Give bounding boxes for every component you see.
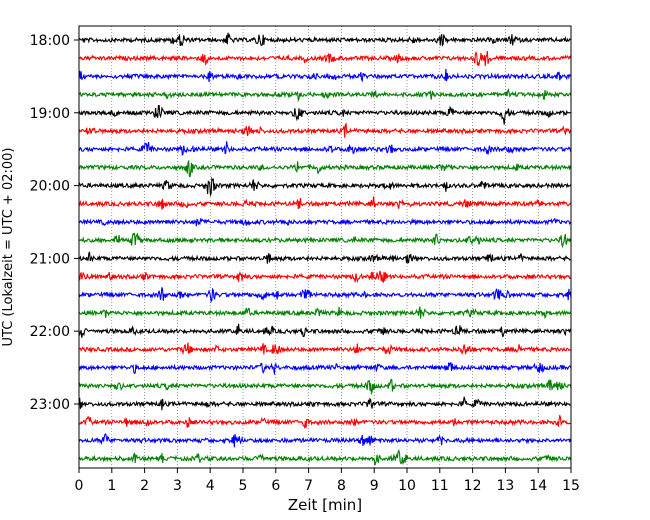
seismic-trace xyxy=(78,32,572,47)
x-tick-label: 10 xyxy=(398,478,416,494)
y-tick-label: 21:00 xyxy=(30,251,70,267)
x-tick-label: 13 xyxy=(496,478,514,494)
y-tick-label: 19:00 xyxy=(30,106,70,122)
seismic-trace xyxy=(78,217,572,227)
x-axis-ticks: 0 1 2 3 4 5 6 7 8 9 10 11 12 13 14 15 xyxy=(75,468,580,494)
seismic-trace xyxy=(78,105,572,125)
y-axis-ticks: 18:00 19:00 20:00 21:00 22:00 23:00 xyxy=(30,33,79,413)
seismic-trace xyxy=(78,270,572,284)
y-tick-label: 18:00 xyxy=(30,33,70,49)
y-axis-title: UTC (Lokalzeit = UTC + 02:00) xyxy=(1,148,16,347)
seismic-trace xyxy=(78,415,572,430)
x-tick-label: 3 xyxy=(173,478,182,494)
x-tick-label: 0 xyxy=(75,478,84,494)
x-tick-label: 2 xyxy=(140,478,149,494)
x-tick-label: 1 xyxy=(107,478,116,494)
plot-frame xyxy=(78,25,572,469)
x-tick-label: 4 xyxy=(206,478,215,494)
x-axis-title: Zeit [min] xyxy=(288,496,362,514)
x-tick-label: 6 xyxy=(271,478,280,494)
seismic-trace xyxy=(78,323,572,338)
x-tick-label: 11 xyxy=(431,478,449,494)
x-tick-label: 7 xyxy=(304,478,313,494)
x-tick-label: 9 xyxy=(370,478,379,494)
seismic-trace xyxy=(78,196,572,210)
y-tick-label: 23:00 xyxy=(30,397,70,413)
x-tick-label: 15 xyxy=(562,478,580,494)
seismic-trace xyxy=(78,342,572,356)
seismic-trace xyxy=(78,306,572,319)
seismic-trace xyxy=(78,433,572,448)
seismic-trace xyxy=(78,361,572,375)
seismic-trace xyxy=(78,396,572,411)
trace-lines xyxy=(78,32,572,466)
y-tick-label: 20:00 xyxy=(30,179,70,195)
y-tick-label: 22:00 xyxy=(30,324,70,340)
seismic-trace xyxy=(78,232,572,249)
x-tick-label: 5 xyxy=(239,478,248,494)
seismic-trace xyxy=(78,141,572,156)
seismic-trace xyxy=(78,251,572,264)
seismic-trace xyxy=(78,50,572,66)
seismic-trace xyxy=(78,287,572,303)
x-tick-label: 14 xyxy=(529,478,547,494)
x-tick-label: 12 xyxy=(464,478,482,494)
seismic-trace xyxy=(78,122,572,138)
x-tick-label: 8 xyxy=(337,478,346,494)
seismic-trace xyxy=(78,378,572,396)
seismic-trace xyxy=(78,160,572,178)
seismic-trace xyxy=(78,88,572,103)
seismic-trace xyxy=(78,448,572,466)
seismic-trace xyxy=(78,69,572,83)
seismic-trace xyxy=(78,176,572,198)
